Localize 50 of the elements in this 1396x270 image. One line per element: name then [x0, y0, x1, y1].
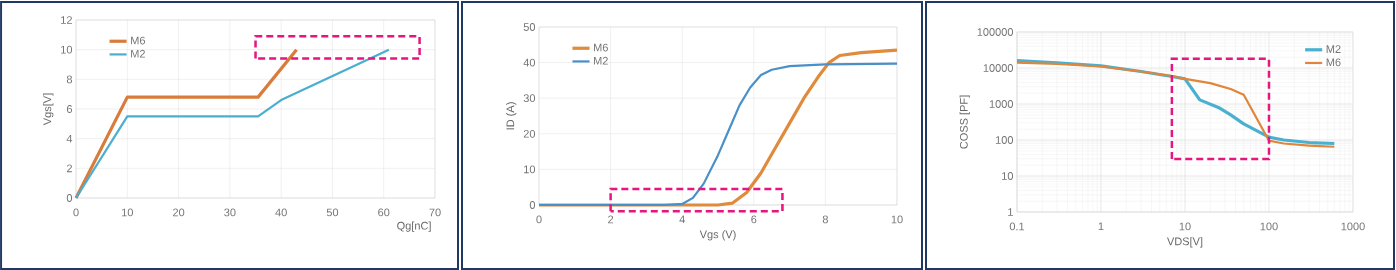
y-tick-label: 2	[66, 164, 72, 173]
x-axis-title: Vgs (V)	[699, 230, 736, 241]
y-tick-label: 10	[1002, 172, 1014, 180]
x-tick-label: 0	[73, 208, 79, 217]
legend-label: M6	[594, 43, 608, 52]
x-tick-label: 70	[429, 208, 441, 217]
x-tick-label: 10	[1179, 222, 1191, 231]
x-tick-label: 0.1	[1009, 222, 1025, 231]
y-tick-label: 1000	[989, 100, 1014, 108]
x-tick-label: 1000	[1341, 222, 1365, 231]
legend-label: M2	[1326, 45, 1341, 53]
x-axis-title: Qg[nC]	[397, 221, 431, 232]
y-tick-label: 50	[523, 23, 536, 31]
y-tick-label: 10000	[983, 64, 1014, 72]
y-tick-label: 4	[66, 134, 73, 143]
x-tick-label: 0	[536, 215, 542, 224]
legend-label: M6	[131, 36, 146, 45]
x-tick-label: 30	[224, 208, 236, 217]
y-tick-label: 30	[523, 94, 536, 103]
x-tick-label: 20	[173, 208, 185, 217]
x-tick-label: 100	[1260, 222, 1278, 231]
x-tick-label: 10	[891, 215, 903, 224]
y-axis-title: ID (A)	[506, 102, 517, 130]
x-tick-label: 8	[822, 215, 828, 224]
x-axis-title: VDS[V]	[1167, 237, 1203, 248]
x-tick-label: 6	[751, 215, 757, 224]
x-tick-label: 2	[608, 215, 614, 224]
y-tick-label: 20	[523, 129, 536, 138]
y-tick-label: 6	[66, 105, 73, 113]
y-tick-label: 10	[61, 45, 73, 54]
y-axis-title: Vgs[V]	[43, 93, 54, 126]
y-tick-label: 10	[524, 165, 536, 174]
y-tick-label: 0	[66, 194, 73, 202]
legend-label: M6	[1326, 58, 1341, 67]
x-tick-label: 50	[326, 208, 339, 217]
legend-label: M2	[594, 56, 608, 65]
x-tick-label: 4	[679, 215, 685, 224]
y-tick-label: 8	[66, 75, 73, 84]
y-tick-label: 12	[61, 16, 72, 24]
x-tick-label: 10	[122, 208, 133, 217]
line-series	[74, 48, 390, 200]
y-tick-label: 100	[995, 136, 1014, 144]
y-tick-label: 100000	[977, 28, 1014, 36]
legend-label: M2	[131, 49, 145, 58]
x-tick-label: 40	[275, 208, 287, 217]
x-tick-label: 1	[1098, 222, 1104, 231]
y-axis-title: COSS [PF]	[959, 95, 970, 149]
x-tick-label: 60	[378, 208, 390, 217]
y-tick-label: 40	[523, 58, 536, 67]
y-tick-label: 0	[529, 201, 536, 209]
